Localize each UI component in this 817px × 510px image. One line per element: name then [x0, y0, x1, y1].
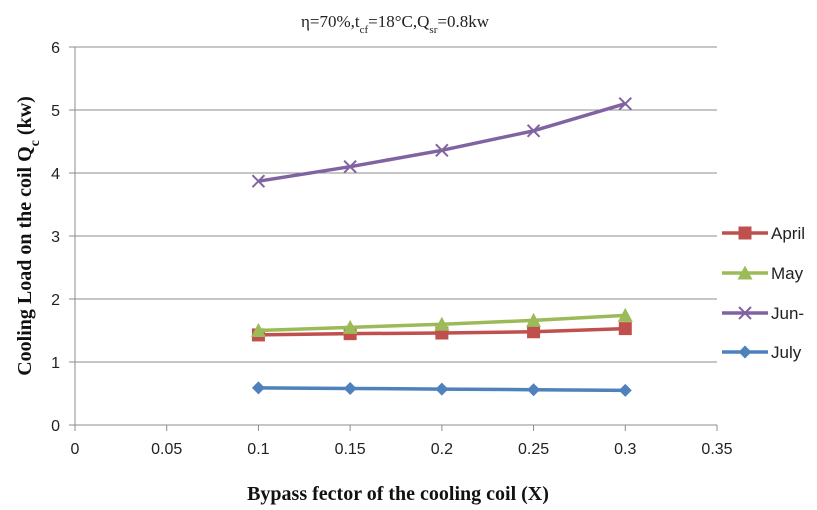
- data-point-july: [618, 383, 632, 397]
- x-tick-label: 0.15: [335, 441, 366, 458]
- legend-label: July: [771, 343, 802, 362]
- x-tick-label: 0.2: [431, 441, 453, 458]
- legend-marker: [738, 226, 752, 240]
- x-axis-title: Bypass fector of the cooling coil (X): [247, 483, 549, 505]
- series-layer: [250, 96, 633, 397]
- series-line-jun: [258, 102, 626, 183]
- data-point-may: [434, 316, 450, 331]
- data-point-july: [343, 381, 357, 395]
- y-tick-label: 1: [51, 355, 60, 372]
- x-tick-label: 0.1: [247, 441, 269, 458]
- y-tick-label: 5: [51, 103, 60, 120]
- y-tick-label: 4: [51, 166, 60, 183]
- x-tick-label: 0.3: [614, 441, 636, 458]
- data-point-may: [342, 319, 358, 334]
- data-point-april: [618, 322, 632, 336]
- y-tick-label: 0: [51, 418, 60, 435]
- x-tick-labels: 0 0.05 0.1 0.15 0.2 0.25 0.3 0.35: [71, 441, 733, 458]
- legend-label: May: [771, 264, 804, 283]
- legend-marker: [738, 345, 752, 359]
- legend-item-july: July: [722, 343, 802, 362]
- data-point-july: [251, 381, 265, 395]
- legend-label: April: [771, 224, 805, 243]
- x-tick-label: 0.25: [518, 441, 549, 458]
- data-point-jun: [526, 124, 541, 138]
- data-point-may: [617, 307, 633, 322]
- data-point-jun: [618, 96, 632, 111]
- legend-marker: [738, 306, 752, 320]
- y-tick-label: 3: [51, 229, 60, 246]
- data-point-jun: [343, 159, 357, 174]
- legend: April May Jun- July: [722, 224, 805, 362]
- data-point-jun: [251, 174, 266, 188]
- chart-title: η=70%,tcf=18°C,Qsr=0.8kw: [301, 12, 490, 36]
- y-axis-title: Cooling Load on the coil Qc (kw): [14, 96, 43, 376]
- data-point-april: [527, 325, 541, 339]
- series-may: [250, 307, 633, 337]
- legend-item-april: April: [722, 224, 805, 243]
- legend-item-may: May: [722, 264, 804, 283]
- data-point-jun: [435, 143, 449, 158]
- x-tick-label: 0.05: [151, 441, 182, 458]
- data-point-may: [526, 312, 542, 327]
- x-tick-label: 0.35: [701, 441, 732, 458]
- legend-label: Jun-: [771, 304, 804, 323]
- series-july: [251, 381, 632, 397]
- y-tick-label: 6: [51, 40, 60, 57]
- data-point-july: [527, 383, 541, 397]
- y-tick-label: 2: [51, 292, 60, 309]
- legend-item-jun: Jun-: [722, 304, 804, 323]
- series-jun: [251, 96, 632, 188]
- x-tick-label: 0: [71, 441, 80, 458]
- data-point-july: [435, 382, 449, 396]
- data-point-may: [250, 323, 266, 337]
- axes: [69, 46, 718, 431]
- gridlines: [75, 46, 717, 363]
- y-tick-labels: 0 1 2 3 4 5 6: [51, 40, 60, 435]
- legend-marker: [737, 265, 753, 280]
